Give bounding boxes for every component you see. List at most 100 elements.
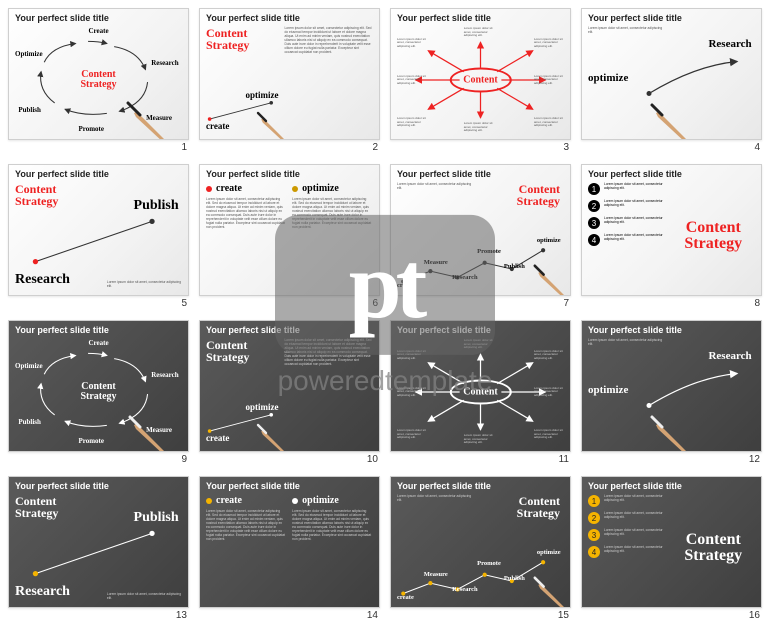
slide-5[interactable]: Your perfect slide title Content Strateg…	[8, 164, 189, 296]
cycle-word: Optimize	[15, 362, 43, 370]
slide-number: 10	[199, 452, 380, 466]
zigzag-word: Publish	[504, 575, 525, 582]
spider-leg: Lorem ipsum dolor sit amet, consectetur …	[534, 117, 564, 128]
slide-number: 15	[390, 608, 571, 622]
slide-cell-1: Your perfect slide title Create Research	[8, 8, 189, 154]
line-diagram: Content Strategy Publish Research Lorem …	[15, 495, 182, 601]
slide-13[interactable]: Your perfect slide title Content Strateg…	[8, 476, 189, 608]
hand-icon	[120, 95, 170, 140]
slide-4[interactable]: Your perfect slide title Lorem ipsum dol…	[581, 8, 762, 140]
bullet-dot	[206, 498, 212, 504]
spider-core: Content	[449, 68, 511, 93]
lorem-text: Lorem ipsum dolor sit amet, consectetur …	[292, 198, 372, 230]
spider-leg: Lorem ipsum dolor sit amet, consectetur …	[464, 122, 494, 133]
word-research: Research	[708, 350, 751, 362]
slide-cell-16: Your perfect slide title 1Lorem ipsum do…	[581, 476, 762, 622]
word-create: create	[206, 121, 229, 131]
word-create: create	[216, 495, 242, 506]
slide-title: Your perfect slide title	[588, 325, 682, 335]
slide-1[interactable]: Your perfect slide title Create Research	[8, 8, 189, 140]
slide-title: Your perfect slide title	[397, 13, 491, 23]
word-optimize: optimize	[588, 72, 628, 84]
word-optimize: optimize	[245, 402, 278, 412]
spider-leg: Lorem ipsum dolor sit amet, consectetur …	[534, 350, 564, 361]
zigzag-word: Measure	[424, 571, 448, 578]
spider-leg: Lorem ipsum dolor sit amet, consectetur …	[534, 429, 564, 440]
cycle-word: Publish	[18, 418, 41, 426]
slide-number: 7	[390, 296, 571, 310]
cycle-word: Promote	[78, 437, 104, 445]
cycle-word: Promote	[78, 125, 104, 133]
word-research: Research	[15, 585, 70, 599]
slide-2[interactable]: Your perfect slide title Content Strateg…	[199, 8, 380, 140]
slide-10[interactable]: Your perfect slide title Content Strateg…	[199, 320, 380, 452]
word-optimize: optimize	[588, 384, 628, 396]
heading-content-strategy: Content Strategy	[517, 183, 560, 207]
bullets-layout: create Lorem ipsum dolor sit amet, conse…	[206, 183, 373, 289]
heading-content-strategy: Content Strategy	[672, 495, 756, 601]
hand-icon	[642, 407, 692, 452]
heading-content-strategy: Content Strategy	[206, 27, 278, 51]
lorem-text: Lorem ipsum dolor sit amet, consectetur …	[604, 529, 672, 537]
bullet-dot	[206, 186, 212, 192]
word-create: create	[206, 433, 229, 443]
lorem-text: Lorem ipsum dolor sit amet, consectetur …	[284, 27, 373, 133]
list-number: 4	[588, 234, 600, 246]
slide-15[interactable]: Your perfect slide title Content Strateg…	[390, 476, 571, 608]
cycle-word: Create	[88, 339, 108, 347]
lorem-text: Lorem ipsum dolor sit amet, consectetur …	[107, 281, 182, 289]
slide-8[interactable]: Your perfect slide title 1Lorem ipsum do…	[581, 164, 762, 296]
lorem-text: Lorem ipsum dolor sit amet, consectetur …	[284, 339, 373, 445]
word-publish: Publish	[134, 511, 179, 525]
spider-leg: Lorem ipsum dolor sit amet, consectetur …	[534, 387, 564, 398]
slide-title: Your perfect slide title	[15, 325, 109, 335]
bullets-layout: create Lorem ipsum dolor sit amet, conse…	[206, 495, 373, 601]
zigzag-word: Research	[452, 586, 478, 593]
slide-9[interactable]: Your perfect slide title Create Research	[8, 320, 189, 452]
lorem-text: Lorem ipsum dolor sit amet, consectetur …	[604, 217, 672, 225]
zigzag-word: create	[397, 282, 414, 289]
slide-number: 5	[8, 296, 189, 310]
slide-cell-13: Your perfect slide title Content Strateg…	[8, 476, 189, 622]
slide-16[interactable]: Your perfect slide title 1Lorem ipsum do…	[581, 476, 762, 608]
spider-leg: Lorem ipsum dolor sit amet, consectetur …	[464, 339, 494, 350]
slide-3[interactable]: Your perfect slide title Conte	[390, 8, 571, 140]
lorem-text: Lorem ipsum dolor sit amet, consectetur …	[397, 183, 472, 191]
slide-number: 4	[581, 140, 762, 154]
word-optimize: optimize	[302, 183, 339, 194]
slide-cell-6: Your perfect slide title create Lorem ip…	[199, 164, 380, 310]
heading-content-strategy: Content Strategy	[15, 183, 58, 207]
slide-number: 16	[581, 608, 762, 622]
word-research: Research	[15, 273, 70, 287]
slide-cell-9: Your perfect slide title Create Research	[8, 320, 189, 466]
slide-number: 2	[199, 140, 380, 154]
slide-title: Your perfect slide title	[397, 169, 491, 179]
slide-cell-14: Your perfect slide title create Lorem ip…	[199, 476, 380, 622]
spider-leg: Lorem ipsum dolor sit amet, consectetur …	[397, 387, 427, 398]
lorem-text: Lorem ipsum dolor sit amet, consectetur …	[206, 510, 286, 542]
heading-content-strategy: Content Strategy	[672, 183, 756, 289]
slide-title: Your perfect slide title	[397, 481, 491, 491]
slide-12[interactable]: Your perfect slide title Lorem ipsum dol…	[581, 320, 762, 452]
cycle-word: Create	[88, 27, 108, 35]
hand-icon	[120, 407, 170, 452]
slide-cell-4: Your perfect slide title Lorem ipsum dol…	[581, 8, 762, 154]
slide-6[interactable]: Your perfect slide title create Lorem ip…	[199, 164, 380, 296]
slide-title: Your perfect slide title	[206, 325, 300, 335]
word-research: Research	[708, 38, 751, 50]
zigzag-word: Promote	[477, 248, 501, 255]
list-number: 2	[588, 200, 600, 212]
slide-number: 6	[199, 296, 380, 310]
slide-title: Your perfect slide title	[206, 481, 300, 491]
spider-leg: Lorem ipsum dolor sit amet, consectetur …	[397, 350, 427, 361]
zigzag-word: Promote	[477, 560, 501, 567]
list-number: 1	[588, 495, 600, 507]
bullet-dot	[292, 186, 298, 192]
word-create: create	[216, 183, 242, 194]
cycle-word: Publish	[18, 106, 41, 114]
slide-11[interactable]: Your perfect slide title Conte	[390, 320, 571, 452]
slide-14[interactable]: Your perfect slide title create Lorem ip…	[199, 476, 380, 608]
numbered-list: 1Lorem ipsum dolor sit amet, consectetur…	[588, 183, 755, 289]
heading-content-strategy: Content Strategy	[206, 339, 278, 363]
slide-7[interactable]: Your perfect slide title Content Strateg…	[390, 164, 571, 296]
